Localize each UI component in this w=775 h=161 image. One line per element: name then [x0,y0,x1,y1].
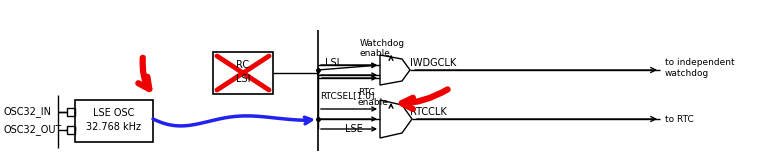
Text: to independent
watchdog: to independent watchdog [665,58,735,78]
Text: LSE OSC: LSE OSC [93,108,135,118]
Bar [67,126,75,134]
Text: Watchdog
enable: Watchdog enable [360,39,405,58]
Text: to RTC: to RTC [665,114,694,123]
Text: RC: RC [236,60,250,70]
Text: 32.768 kHz: 32.768 kHz [87,122,142,132]
Text: LSI: LSI [236,74,250,84]
Text: LSI: LSI [325,58,339,68]
Text: RTCCLK: RTCCLK [410,107,446,117]
Text: OSC32_IN: OSC32_IN [3,107,51,118]
Text: RTC
enable: RTC enable [358,88,389,107]
Bar [67,108,75,116]
Bar [75,100,153,142]
Bar [213,52,273,94]
Text: IWDGCLK: IWDGCLK [410,58,456,68]
Text: LSE: LSE [345,124,363,134]
Text: OSC32_OUT: OSC32_OUT [3,125,61,135]
Text: RTCSEL[1:0]: RTCSEL[1:0] [320,91,374,100]
